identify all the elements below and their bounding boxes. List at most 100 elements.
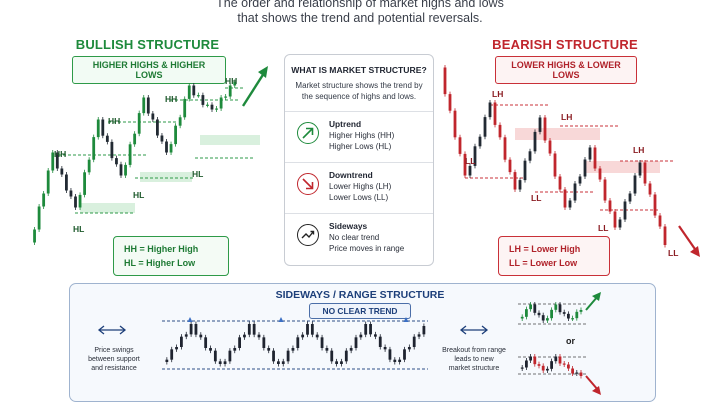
breakout-up-candles: [520, 302, 583, 323]
bullish-dashed-levels: [58, 87, 255, 214]
candle: [608, 198, 612, 214]
card-row-downtrend: Downtrend Lower Highs (LH) Lower Lows (L…: [285, 162, 433, 221]
left-note-line-1: Price swings: [94, 347, 134, 354]
bearish-legend-lh: LH = Lower High: [509, 244, 581, 254]
candle: [175, 344, 178, 352]
candle: [571, 315, 574, 321]
candle: [165, 357, 169, 365]
candle: [128, 141, 132, 168]
bullish-support-zones: [80, 135, 260, 213]
candle: [74, 194, 77, 210]
candle: [412, 334, 416, 350]
candle: [448, 91, 452, 114]
candle: [192, 83, 196, 98]
label-hl: HL: [133, 190, 144, 200]
candle: [503, 134, 507, 163]
candle: [151, 111, 155, 122]
candle: [310, 321, 314, 338]
candle: [196, 92, 200, 98]
bearish-pill: LOWER HIGHS & LOWER LOWS: [495, 56, 637, 84]
bearish-legend-ll: LL = Lower Low: [509, 258, 578, 268]
candle: [115, 155, 118, 167]
label-ll: LL: [668, 248, 678, 258]
candle: [174, 123, 177, 147]
candle: [101, 117, 105, 139]
candle: [543, 115, 547, 143]
candle: [533, 302, 537, 316]
candle: [344, 348, 348, 364]
candle: [537, 310, 541, 318]
candle: [562, 309, 566, 317]
candle: [568, 198, 572, 210]
candle: [443, 65, 447, 97]
support-zone: [200, 135, 260, 145]
candle: [213, 348, 217, 364]
candle: [588, 145, 592, 162]
candle: [133, 131, 137, 147]
candle: [124, 162, 127, 178]
arrow-up-right-icon: [297, 122, 319, 144]
range-structure-panel: [69, 283, 656, 402]
range-left-note: Price swings between support and resista…: [84, 346, 144, 373]
candle: [170, 346, 174, 363]
candle: [228, 83, 232, 99]
range-candles: [165, 321, 426, 367]
candle: [583, 157, 587, 179]
or-label: or: [566, 336, 575, 346]
candle: [658, 213, 662, 229]
candle: [218, 358, 222, 367]
label-hl: HL: [73, 224, 84, 234]
candle: [325, 345, 329, 354]
card-row-sideways: Sideways No clear trend Price moves in r…: [285, 213, 433, 272]
candle: [46, 168, 50, 196]
bullish-legend-hh: HH = Higher High: [124, 244, 199, 254]
candle: [523, 158, 527, 183]
candle: [83, 169, 86, 198]
candle: [473, 143, 477, 169]
candle: [463, 151, 467, 178]
breakout-down-chart: [518, 354, 601, 395]
candle: [272, 348, 275, 364]
candle: [478, 134, 482, 149]
candle: [575, 309, 579, 321]
label-hh: HH: [225, 76, 237, 86]
candle: [320, 334, 324, 351]
candle: [330, 348, 334, 364]
candle: [648, 181, 652, 197]
candle: [525, 358, 528, 370]
candle: [306, 321, 309, 338]
candle: [558, 354, 562, 366]
candle: [546, 366, 549, 373]
candle: [558, 302, 562, 315]
candle: [204, 334, 208, 351]
range-touch-markers: [187, 317, 409, 322]
candle: [554, 302, 558, 313]
candle: [281, 358, 285, 367]
candle: [513, 169, 517, 192]
candle: [498, 122, 502, 140]
right-note-line-1: Breakout from range: [442, 347, 506, 354]
resistance-touch: [403, 317, 409, 322]
label-ll: LL: [531, 193, 541, 203]
candle: [613, 209, 617, 230]
arrow-up-icon: [592, 292, 601, 301]
sideways-line-2: Price moves in range: [329, 244, 405, 253]
resistance-touch: [187, 317, 193, 322]
candle: [119, 161, 123, 178]
candle: [562, 361, 566, 367]
candle: [233, 79, 237, 88]
uptrend-heading: Uptrend: [329, 119, 362, 129]
bearish-title: BEARISH STRUCTURE: [492, 37, 638, 52]
support-zone: [80, 203, 135, 213]
candle: [508, 157, 512, 175]
label-hh: HH: [165, 94, 177, 104]
bullish-chart: HH HH HH HH HL HL HL: [33, 66, 268, 245]
candle: [286, 348, 290, 364]
candle: [663, 224, 667, 248]
candle: [558, 174, 562, 192]
candle: [388, 346, 392, 363]
candle: [296, 334, 300, 351]
candle: [340, 358, 343, 367]
candle: [359, 332, 363, 340]
candle: [247, 321, 251, 338]
